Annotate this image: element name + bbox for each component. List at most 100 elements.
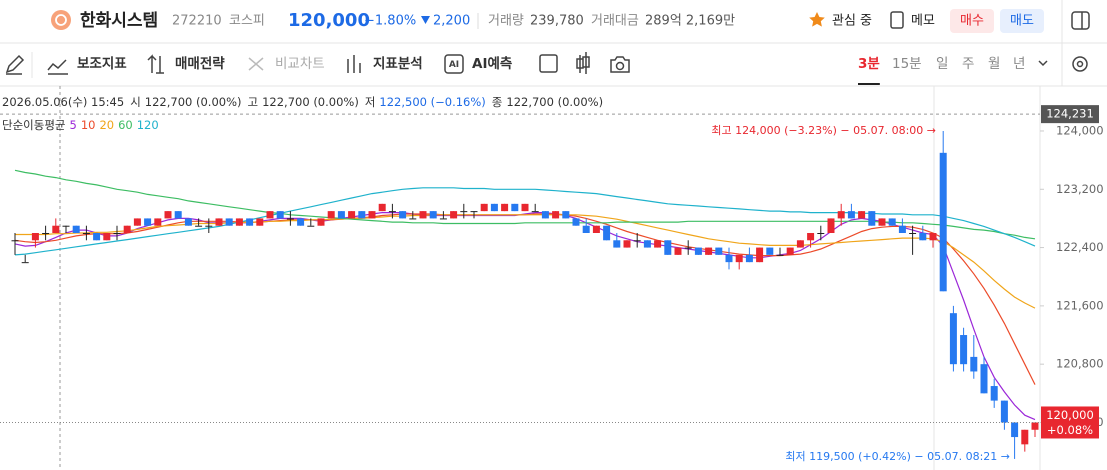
candle-body xyxy=(786,247,794,255)
candle-body xyxy=(409,218,417,220)
candle-body xyxy=(837,211,845,219)
draw-icon[interactable] xyxy=(5,54,25,75)
analysis-icon[interactable] xyxy=(347,55,361,73)
y-tick-label: 124,000 xyxy=(1056,123,1104,137)
candle-body xyxy=(42,232,50,234)
candle-body xyxy=(898,225,906,233)
candle-body xyxy=(613,240,621,248)
memo-button[interactable]: 메모 xyxy=(911,14,935,29)
star-icon[interactable] xyxy=(809,12,825,27)
candle-body xyxy=(684,247,692,249)
candle-body xyxy=(582,225,590,233)
candle-body xyxy=(388,211,396,213)
candle-icon[interactable] xyxy=(576,52,590,74)
candle-body xyxy=(154,218,162,226)
extreme-annotation: 최고 124,000 (−3.23%) − 05.07. 08:00 → xyxy=(711,124,936,137)
candle-body xyxy=(868,211,876,226)
candle-body xyxy=(225,218,233,226)
candle-body xyxy=(297,218,305,226)
candle-body xyxy=(674,247,682,255)
candle-body xyxy=(531,211,539,213)
camera-lens xyxy=(615,61,625,71)
candle-body xyxy=(827,218,835,233)
info-value: 122,700 (0.00%) xyxy=(145,95,242,109)
info-value: 122,500 (−0.16%) xyxy=(379,95,485,109)
extreme-annotation: 최저 119,500 (+0.42%) − 05.07. 08:21 → xyxy=(785,450,1010,463)
chart-type-icon[interactable] xyxy=(539,54,558,73)
candle-body xyxy=(592,225,600,233)
strategy-icon[interactable] xyxy=(147,54,164,74)
candle-body xyxy=(980,364,988,394)
camera-icon[interactable] xyxy=(610,56,630,73)
volume-label: 거래량 xyxy=(488,14,524,29)
candle-body xyxy=(807,232,815,241)
candle-body xyxy=(337,211,345,219)
ai-icon[interactable] xyxy=(444,54,464,74)
candle-body xyxy=(552,211,560,219)
candle-body xyxy=(123,225,131,233)
candle-body xyxy=(62,225,70,227)
candle-body xyxy=(439,218,447,220)
compare-icon[interactable] xyxy=(248,57,264,71)
candle-body xyxy=(450,211,458,219)
candle-body xyxy=(215,218,223,226)
market: 코스피 xyxy=(229,14,265,29)
y-tick-label: 122,400 xyxy=(1056,240,1104,254)
tool-button[interactable]: 매매전략 xyxy=(175,55,225,72)
timeframe-button[interactable]: 주 xyxy=(962,56,974,72)
candle-body xyxy=(735,254,743,263)
candle-body xyxy=(103,232,111,241)
timeframe-button[interactable]: 월 xyxy=(988,56,1000,72)
sell-button[interactable]: 매도 xyxy=(1010,14,1034,29)
candle-body xyxy=(184,218,192,226)
tool-button[interactable]: 지표분석 xyxy=(373,56,423,72)
timeframe-button[interactable]: 3분 xyxy=(858,56,880,72)
candle-body xyxy=(654,240,662,248)
sell-button-bg[interactable] xyxy=(1000,9,1044,33)
indicator-icon[interactable] xyxy=(47,59,68,75)
candle-body xyxy=(694,247,702,255)
candle-body xyxy=(643,240,651,248)
current-price-box xyxy=(1041,406,1099,439)
tool-button[interactable]: AI예측 xyxy=(472,56,512,72)
candle-body xyxy=(11,240,19,242)
candle-body xyxy=(195,225,203,227)
y-tick-label: 123,200 xyxy=(1056,182,1104,196)
candle-body xyxy=(276,211,284,219)
candle-body xyxy=(31,232,39,241)
panel-icon[interactable] xyxy=(1071,11,1090,30)
change: 2,200 xyxy=(433,14,470,29)
timeframe-button[interactable]: 년 xyxy=(1013,56,1025,72)
info-value: 122,700 (0.00%) xyxy=(506,95,603,109)
candle-body xyxy=(929,232,937,241)
candle-body xyxy=(633,240,641,242)
candle-body xyxy=(235,218,243,226)
settings-icon[interactable] xyxy=(1072,56,1088,72)
memo-icon[interactable] xyxy=(890,11,904,29)
candle-body xyxy=(82,232,90,234)
candle-body xyxy=(511,203,519,212)
buy-button[interactable]: 매수 xyxy=(960,14,984,29)
candle-body xyxy=(990,386,998,401)
candle-body xyxy=(480,203,488,212)
price: 120,000 xyxy=(288,10,370,31)
candle-body xyxy=(919,232,927,241)
timeframe-button[interactable]: 15분 xyxy=(892,56,922,72)
legend-entry: 60 xyxy=(118,118,133,132)
candle-body xyxy=(847,211,855,219)
watch-button[interactable]: 관심 중 xyxy=(832,14,872,29)
amount: 289억 2,169만 xyxy=(645,14,735,29)
current-price-label: 120,000 xyxy=(1046,408,1094,422)
buy-button-bg[interactable] xyxy=(950,9,994,33)
y-tick-label: 121,600 xyxy=(1056,298,1104,312)
amount-label: 거래대금 xyxy=(591,14,639,29)
timeframe-button[interactable]: 일 xyxy=(936,56,948,72)
candle-body xyxy=(725,254,733,263)
tool-button[interactable]: 보조지표 xyxy=(77,56,127,72)
chevron[interactable] xyxy=(1038,60,1048,67)
tool-button[interactable]: 비교차트 xyxy=(275,56,325,72)
candle-body xyxy=(368,211,376,219)
candle-body xyxy=(664,240,672,255)
candle-body xyxy=(796,240,804,248)
candle-body xyxy=(419,211,427,219)
